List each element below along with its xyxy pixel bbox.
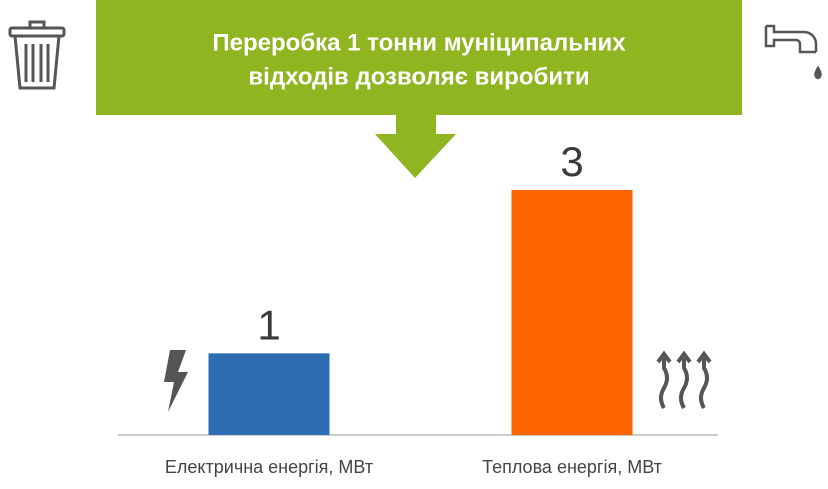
faucet-icon [764, 24, 822, 80]
title-banner [96, 0, 742, 115]
x-tick-label: Теплова енергія, МВт [482, 457, 662, 477]
data-label: 3 [560, 138, 583, 185]
data-label: 1 [257, 301, 280, 348]
chart-title: Переробка 1 тонни муніципальних [212, 29, 626, 56]
bar [511, 190, 633, 435]
chart-title: відходів дозволяє виробити [248, 63, 589, 90]
banner-arrow [375, 115, 456, 178]
lightning-icon [164, 350, 188, 412]
bar [208, 353, 330, 435]
trash-icon [8, 20, 66, 90]
heat-icon [656, 350, 712, 410]
x-tick-label: Електрична енергія, МВт [165, 457, 373, 477]
